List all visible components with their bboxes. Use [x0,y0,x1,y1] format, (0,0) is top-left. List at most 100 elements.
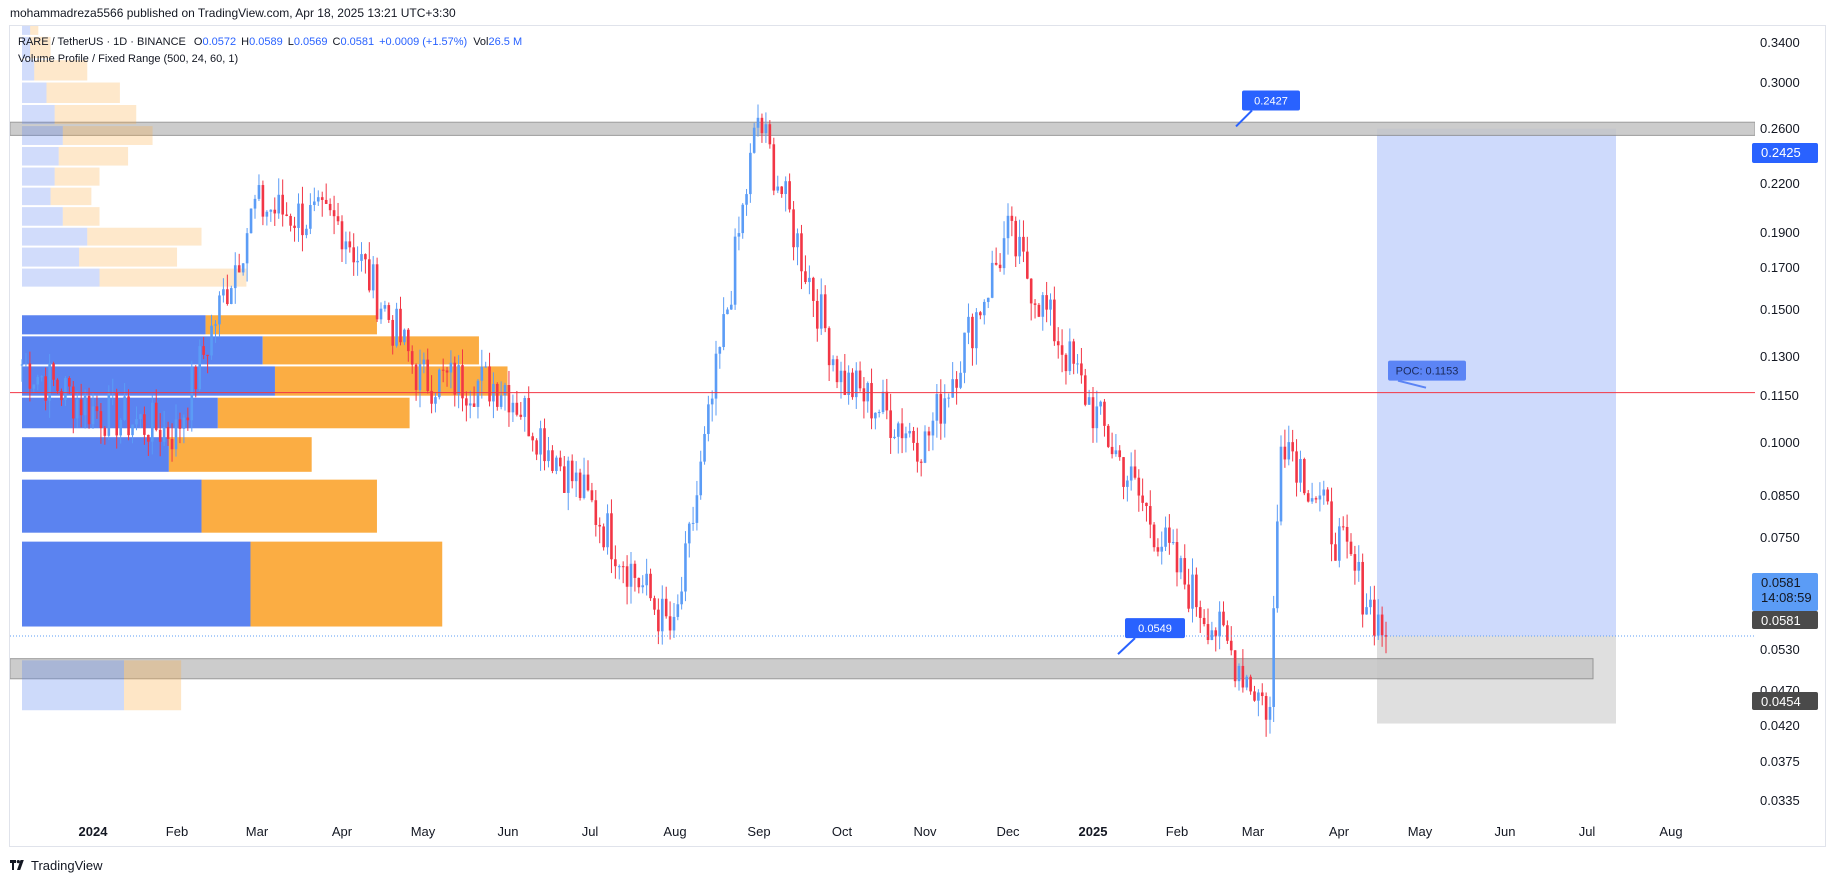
candle-body [1168,527,1171,543]
callout-box [1242,90,1300,111]
candle-body [947,397,951,399]
candle-body [900,423,904,439]
candle-body [147,434,150,442]
candle-body [927,431,931,436]
symbol-line: RARE / TetherUS · 1D · BINANCE O0.0572 H0.… [18,34,522,51]
candle-body [461,365,464,399]
y-tick-label: 0.0850 [1760,488,1800,503]
candle-body [703,433,706,462]
candle-body [265,211,269,217]
footer: TradingView [10,858,103,873]
x-tick-label: May [1408,824,1433,839]
x-tick-label: Aug [1659,824,1682,839]
entry-price-label-text: 0.0581 [1761,613,1801,628]
candle-body [360,254,363,261]
candle-body [241,263,245,273]
candle-body [320,197,324,200]
profile-row-upper-up-bar [22,167,55,186]
profile-row-lower-down-bar [124,660,182,711]
indicator-line[interactable]: Volume Profile / Fixed Range (500, 24, 6… [18,53,239,65]
candle-body [20,364,24,366]
candle-body [625,566,629,587]
candle-body [511,402,515,413]
candle-body [230,288,233,304]
y-tick-label: 0.1150 [1760,388,1799,403]
callout-pointer [1117,637,1136,655]
candle-body [1010,215,1014,221]
candle-body [559,457,562,467]
candle-body [676,604,680,617]
candle-body [64,378,67,401]
profile-row-up-bar [22,336,263,365]
candle-body [574,472,578,482]
candle-body [395,308,398,346]
candle-body [465,398,468,406]
candle-body [1056,341,1060,346]
profile-row-up-bar [22,479,202,533]
candle-body [637,577,641,588]
profile-row-upper-down-bar [62,207,100,226]
candle-body [115,392,119,436]
candle-body [32,384,36,389]
candle-body [332,210,336,217]
candle-body [645,573,648,586]
resistance-zone [10,121,1755,136]
candle-body [488,366,491,402]
candle-body [800,233,803,272]
candle-body [772,144,776,191]
candle-body [827,328,831,366]
candle-body [916,442,919,462]
candle-body [1384,635,1388,637]
candle-body [877,412,881,414]
candle-body [1171,542,1175,544]
callout-label: POC: 0.1153 [1396,366,1459,378]
candle-body [986,297,990,302]
candle-body [28,363,32,389]
candle-body [52,363,55,380]
candle-body [1083,375,1087,405]
tradingview-brand[interactable]: TradingView [31,858,103,873]
candle-body [1314,498,1318,500]
candle-body [202,346,205,355]
candle-body [668,616,672,631]
candle-body [764,124,768,134]
candle-body [71,386,75,419]
candle-body [214,324,217,326]
tradingview-logo-icon[interactable] [10,858,26,873]
y-tick-label: 0.1900 [1760,225,1800,240]
candle-body [741,204,745,234]
candle-body [1091,397,1095,429]
callout-box [1388,360,1466,381]
profile-row-upper-up-bar [22,268,100,287]
candle-body [1287,442,1291,460]
candle-body [1233,650,1237,682]
symbol-name[interactable]: RARE / TetherUS · 1D · BINANCE [18,36,186,48]
candle-body [776,186,780,191]
candle-body [1237,665,1241,682]
candle-body [979,312,982,316]
profile-row-lower-up-bar [22,660,124,711]
candle-body [862,388,866,402]
candle-body [162,427,166,442]
candle-body [1357,561,1361,571]
candle-body [672,616,676,631]
candle-body [1037,304,1041,317]
x-tick-label: Sep [747,824,770,839]
candle-body [819,294,823,329]
candle-body [629,563,633,587]
candle-body [1122,457,1125,487]
profile-row-upper-down-bar [30,36,51,59]
candle-body [1376,614,1380,636]
volume-label: Vol [473,36,489,48]
candle-body [908,430,912,434]
candle-body [434,397,437,404]
profile-row-down-bar [205,315,377,335]
candle-body [131,424,134,436]
candle-body [313,201,316,206]
candle-body [1041,295,1045,317]
candle-body [1156,547,1160,552]
candle-body [257,185,261,199]
candle-body [1222,611,1225,626]
y-tick-label: 0.1000 [1760,435,1800,450]
